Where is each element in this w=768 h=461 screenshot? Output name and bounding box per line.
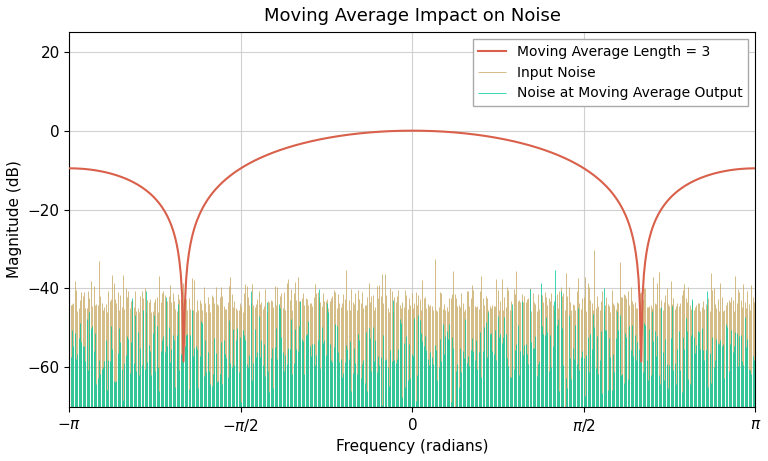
Line: Moving Average Length = 3: Moving Average Length = 3 bbox=[69, 130, 756, 361]
Title: Moving Average Impact on Noise: Moving Average Impact on Noise bbox=[264, 7, 561, 25]
X-axis label: Frequency (radians): Frequency (radians) bbox=[336, 439, 488, 454]
Legend: Moving Average Length = 3, Input Noise, Noise at Moving Average Output: Moving Average Length = 3, Input Noise, … bbox=[472, 39, 748, 106]
Moving Average Length = 3 bbox=[627, 231, 637, 236]
Moving Average Length = 3 bbox=[293, 142, 302, 148]
Moving Average Length = 3 bbox=[407, 128, 416, 133]
Moving Average Length = 3 bbox=[680, 183, 689, 189]
Moving Average Length = 3 bbox=[751, 165, 760, 171]
Moving Average Length = 3 bbox=[78, 166, 88, 171]
Moving Average Length = 3 bbox=[637, 359, 646, 364]
Moving Average Length = 3 bbox=[367, 130, 376, 135]
Moving Average Length = 3 bbox=[163, 213, 172, 219]
Y-axis label: Magnitude (dB): Magnitude (dB) bbox=[7, 160, 22, 278]
Moving Average Length = 3 bbox=[65, 165, 74, 171]
